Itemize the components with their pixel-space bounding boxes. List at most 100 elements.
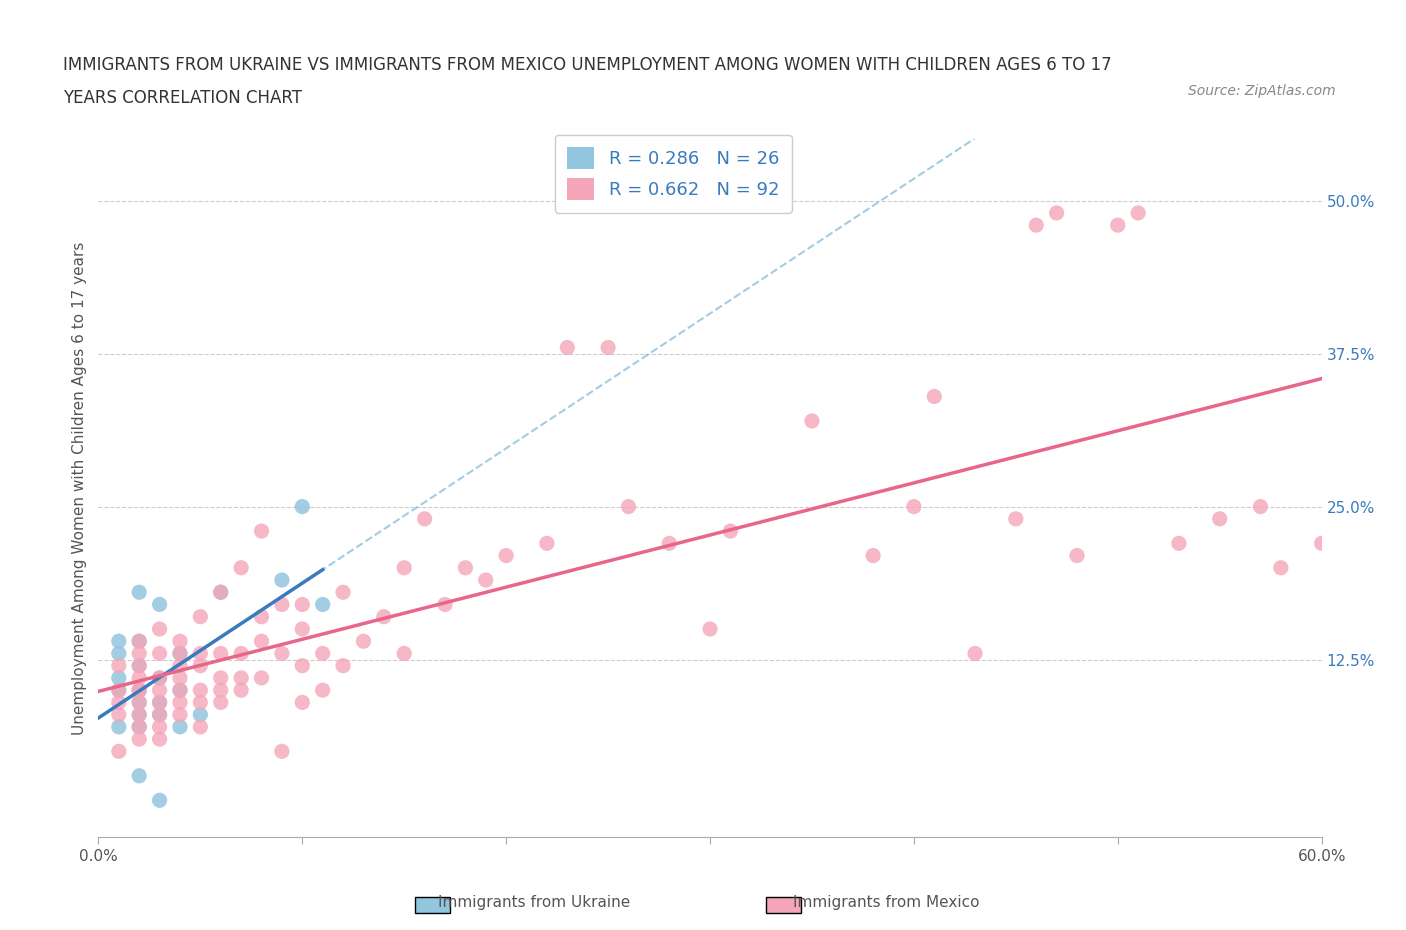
Point [291, 597, 314, 612]
Point [250, 633, 273, 648]
Y-axis label: Unemployment Among Women with Children Ages 6 to 17 years: Unemployment Among Women with Children A… [72, 242, 87, 735]
Text: Source: ZipAtlas.com: Source: ZipAtlas.com [1188, 84, 1336, 98]
Text: Immigrants from Ukraine: Immigrants from Ukraine [439, 895, 630, 910]
Point [1045, 206, 1069, 220]
Point [209, 585, 232, 600]
Point [1209, 512, 1232, 526]
Point [231, 683, 253, 698]
Point [149, 621, 172, 636]
Point [128, 658, 150, 673]
Point [188, 720, 212, 735]
Point [557, 340, 579, 355]
Point [169, 658, 191, 673]
Point [312, 646, 335, 661]
Point [169, 671, 191, 685]
Point [270, 744, 294, 759]
Point [108, 744, 131, 759]
Point [474, 573, 498, 588]
Point [1025, 218, 1047, 232]
Point [128, 585, 150, 600]
Point [209, 683, 232, 698]
Point [1310, 536, 1333, 551]
Legend: R = 0.286   N = 26, R = 0.662   N = 92: R = 0.286 N = 26, R = 0.662 N = 92 [555, 135, 792, 213]
Point [128, 720, 150, 735]
Point [903, 499, 925, 514]
Point [149, 695, 172, 710]
Point [1128, 206, 1150, 220]
Point [1270, 561, 1292, 576]
Point [128, 732, 150, 747]
Point [312, 597, 335, 612]
Point [1167, 536, 1189, 551]
Point [149, 707, 172, 722]
Point [128, 658, 150, 673]
Point [413, 512, 436, 526]
Text: IMMIGRANTS FROM UKRAINE VS IMMIGRANTS FROM MEXICO UNEMPLOYMENT AMONG WOMEN WITH : IMMIGRANTS FROM UKRAINE VS IMMIGRANTS FR… [63, 57, 1112, 74]
Point [291, 695, 314, 710]
Point [108, 683, 131, 698]
Point [188, 683, 212, 698]
Point [108, 633, 131, 648]
Point [231, 646, 253, 661]
Point [108, 646, 131, 661]
Point [149, 695, 172, 710]
Point [149, 707, 172, 722]
Point [128, 671, 150, 685]
Point [965, 646, 987, 661]
Point [1066, 548, 1088, 563]
Point [128, 683, 150, 698]
Point [188, 707, 212, 722]
Point [188, 658, 212, 673]
Point [169, 683, 191, 698]
Point [1004, 512, 1026, 526]
Point [209, 671, 232, 685]
Point [188, 646, 212, 661]
Point [658, 536, 681, 551]
Point [108, 658, 131, 673]
Point [188, 695, 212, 710]
Point [128, 683, 150, 698]
Point [291, 499, 314, 514]
Text: YEARS CORRELATION CHART: YEARS CORRELATION CHART [63, 89, 302, 107]
Point [128, 720, 150, 735]
Text: Immigrants from Mexico: Immigrants from Mexico [793, 895, 979, 910]
Point [209, 695, 232, 710]
Point [149, 671, 172, 685]
Point [149, 597, 172, 612]
Point [699, 621, 721, 636]
Point [209, 646, 232, 661]
Point [231, 561, 253, 576]
Point [332, 585, 354, 600]
Point [270, 573, 294, 588]
Point [495, 548, 517, 563]
Point [231, 671, 253, 685]
Point [149, 683, 172, 698]
Point [454, 561, 477, 576]
Point [128, 633, 150, 648]
Point [270, 597, 294, 612]
Point [188, 609, 212, 624]
Point [392, 646, 416, 661]
Point [149, 646, 172, 661]
Point [149, 732, 172, 747]
Point [149, 793, 172, 808]
Point [373, 609, 395, 624]
Point [617, 499, 640, 514]
Point [536, 536, 558, 551]
Point [291, 658, 314, 673]
Point [250, 609, 273, 624]
Point [598, 340, 620, 355]
Point [169, 720, 191, 735]
Point [128, 695, 150, 710]
Point [434, 597, 457, 612]
Point [128, 695, 150, 710]
Point [291, 621, 314, 636]
Point [209, 585, 232, 600]
Point [312, 683, 335, 698]
Point [169, 633, 191, 648]
Point [169, 683, 191, 698]
Point [149, 671, 172, 685]
Point [108, 671, 131, 685]
Point [108, 707, 131, 722]
Point [128, 768, 150, 783]
